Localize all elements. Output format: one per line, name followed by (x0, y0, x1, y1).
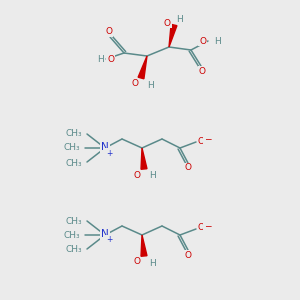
Text: H: H (149, 259, 156, 268)
Text: H: H (97, 55, 104, 64)
Text: CH₃: CH₃ (65, 217, 82, 226)
Text: CH₃: CH₃ (63, 143, 80, 152)
Text: −: − (204, 134, 212, 143)
Polygon shape (169, 24, 177, 47)
Text: O: O (134, 257, 141, 266)
Polygon shape (141, 148, 147, 169)
Text: O: O (198, 224, 205, 232)
Text: H: H (147, 80, 154, 89)
Text: O: O (199, 37, 206, 46)
Text: +: + (106, 148, 112, 158)
Text: O: O (132, 80, 139, 88)
Text: O: O (199, 67, 206, 76)
Text: O: O (107, 55, 114, 64)
Text: H: H (149, 172, 156, 181)
Text: CH₃: CH₃ (63, 230, 80, 239)
Text: CH₃: CH₃ (65, 158, 82, 167)
Polygon shape (138, 56, 147, 79)
Text: CH₃: CH₃ (65, 130, 82, 139)
Text: CH₃: CH₃ (65, 245, 82, 254)
Text: H: H (214, 37, 221, 46)
Text: O: O (106, 28, 112, 37)
Text: H: H (176, 14, 183, 23)
Text: N: N (101, 142, 109, 152)
Text: −: − (204, 221, 212, 230)
Text: O: O (198, 136, 205, 146)
Text: +: + (106, 236, 112, 244)
Polygon shape (141, 235, 147, 256)
Text: O: O (184, 250, 191, 260)
Text: N: N (101, 229, 109, 239)
Text: O: O (134, 170, 141, 179)
Text: O: O (184, 164, 191, 172)
Text: O: O (164, 19, 171, 28)
